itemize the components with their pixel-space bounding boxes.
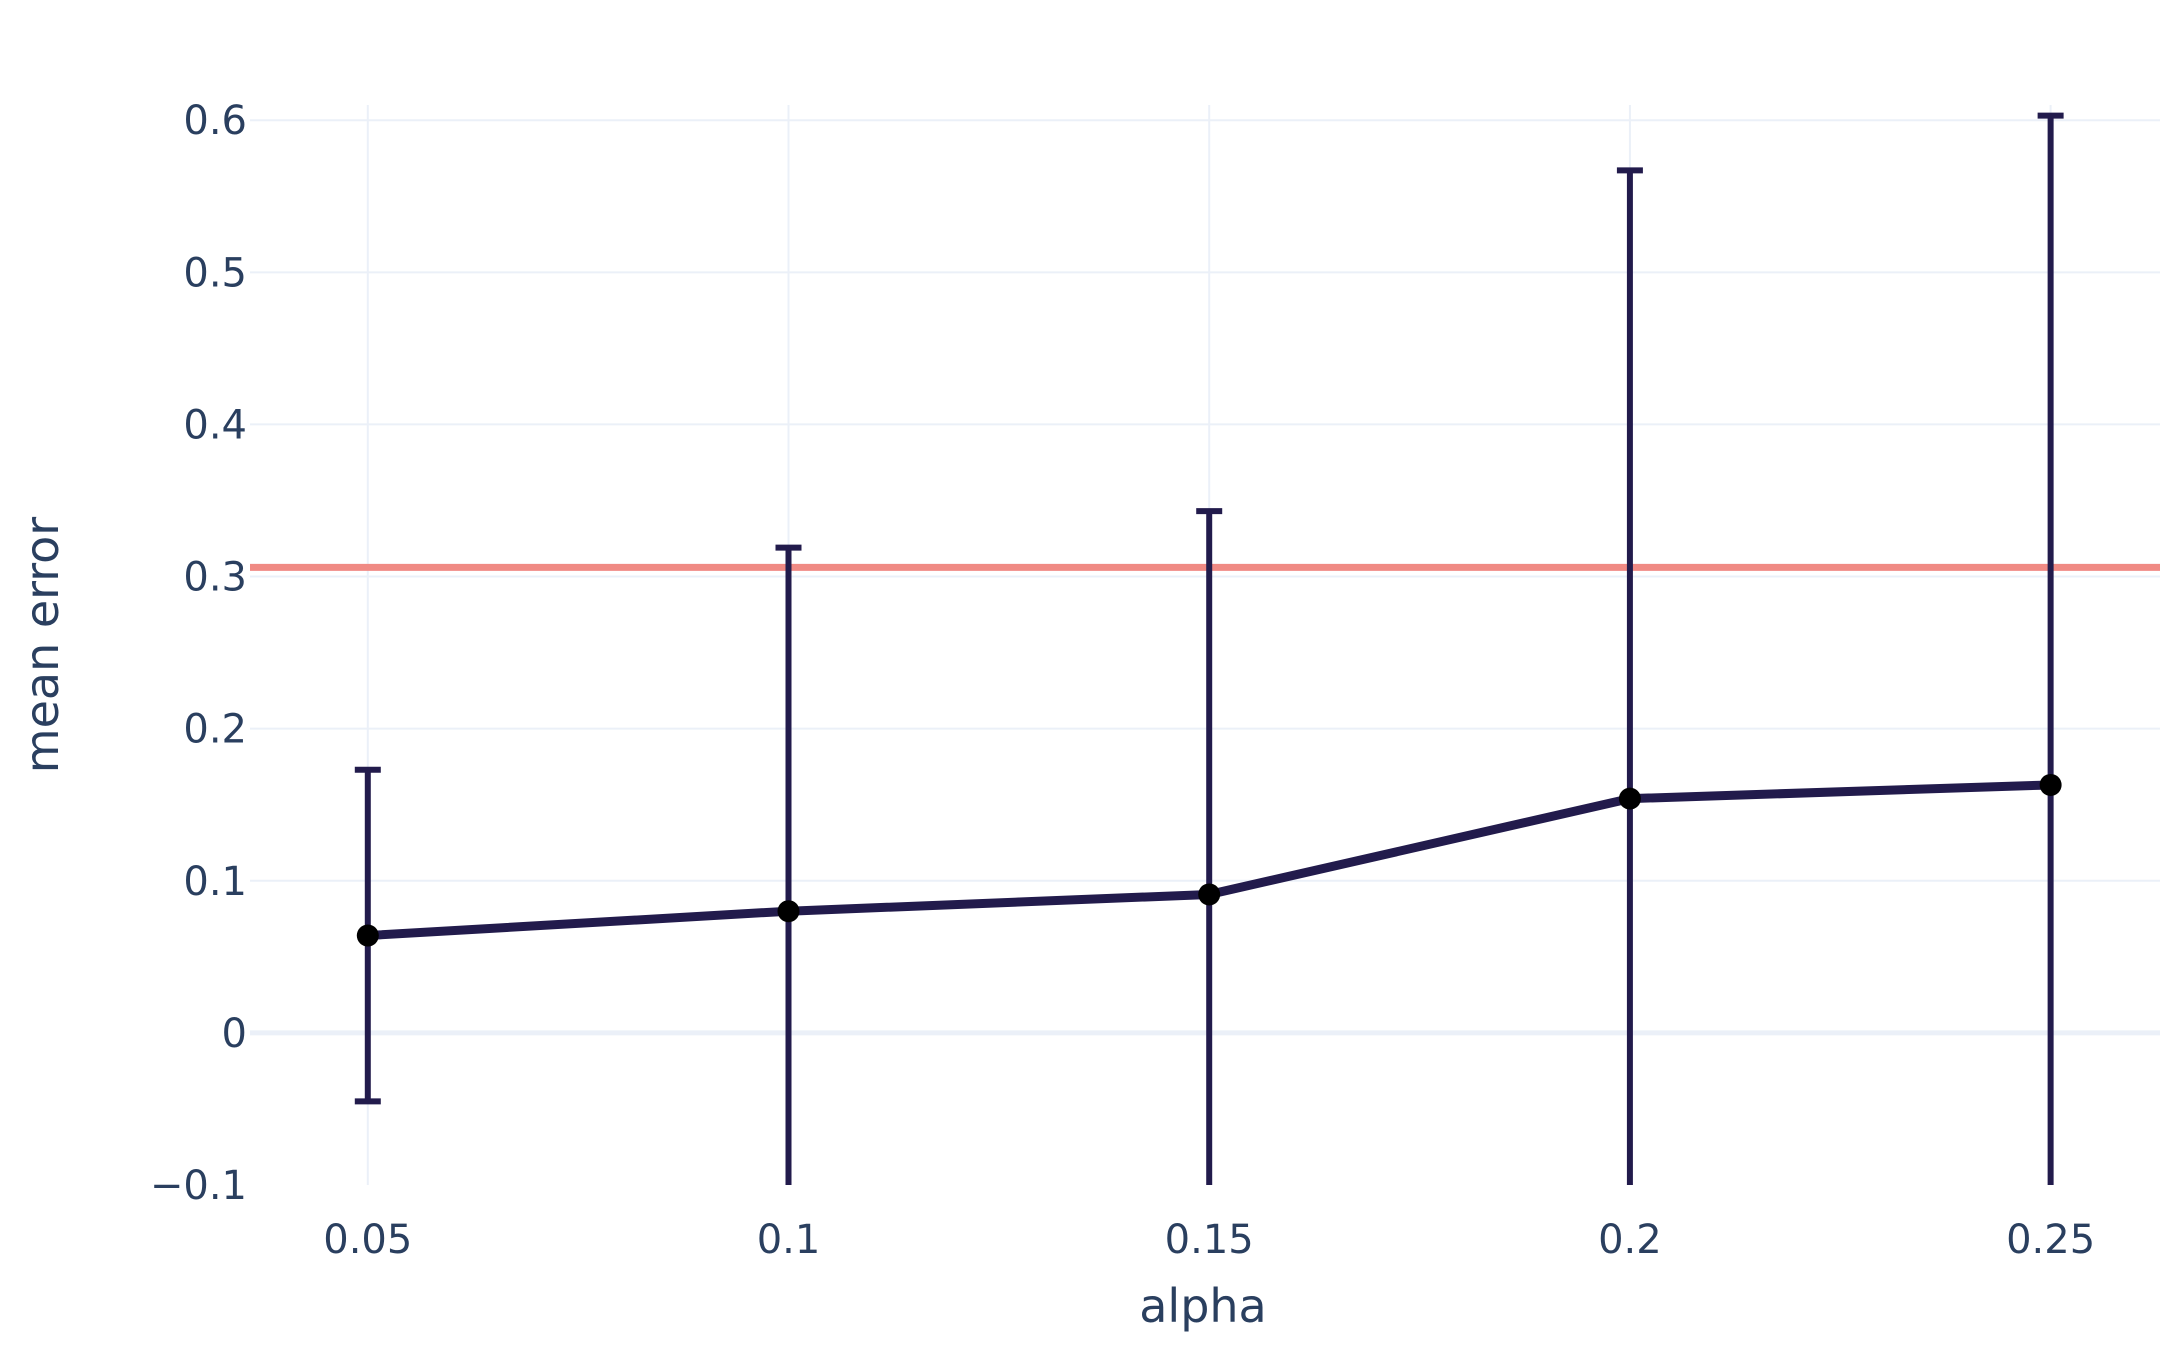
data-point [1618,787,1641,810]
x-tick-label: 0.05 [323,1217,412,1263]
y-tick-label: 0 [222,1011,247,1057]
data-point [356,924,379,947]
y-tick-label: 0.6 [183,98,247,144]
y-tick-label: 0.2 [183,707,247,753]
y-tick-label: 0.1 [183,859,247,905]
y-tick-label: −0.1 [150,1163,247,1209]
y-axis-title: mean error [15,517,69,774]
x-tick-label: 0.25 [2006,1217,2095,1263]
y-tick-label: 0.5 [183,250,247,296]
y-tick-label: 0.3 [183,555,247,601]
y-tick-label: 0.4 [183,402,247,448]
x-tick-label: 0.15 [1165,1217,1254,1263]
x-axis-title: alpha [1139,1279,1267,1333]
x-tick-label: 0.2 [1598,1217,1662,1263]
data-point [777,900,800,923]
grid-layer [250,105,2160,1185]
x-tick-label: 0.1 [757,1217,821,1263]
series-layer [356,773,2062,947]
data-point [1198,883,1221,906]
data-point [2039,773,2062,796]
tick-labels-layer: 0.05 0.1 0.15 0.2 0.25 −0.1 0 0.1 0.2 0.3 0.4 0.5 0.… [150,98,2095,1263]
